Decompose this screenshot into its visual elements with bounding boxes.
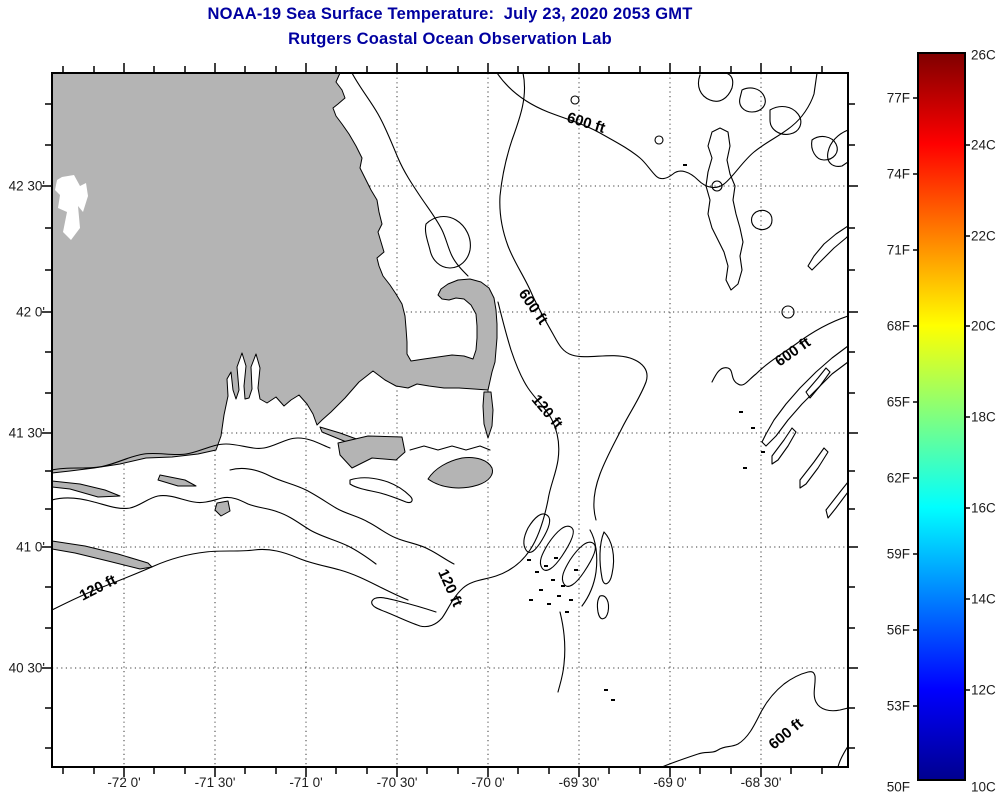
colorbar-celsius-label: 16C (971, 500, 996, 516)
colorbar-fahrenheit-label: 56F (886, 622, 910, 638)
island-long-island-north-fork (52, 480, 121, 498)
y-axis-label: 41 0' (16, 539, 45, 555)
colorbar-gradient (917, 52, 966, 781)
figure-title: NOAA-19 Sea Surface Temperature: July 23… (207, 5, 693, 23)
island-nantucket (427, 457, 493, 489)
land-masses (52, 73, 498, 570)
island-monomoy (482, 391, 494, 439)
x-axis-label: -70 0' (471, 775, 505, 790)
colorbar-celsius-label: 26C (971, 47, 996, 63)
island-marthas-vineyard (337, 435, 406, 469)
y-axis-label: 41 30' (8, 425, 45, 441)
x-axis-label: -71 30' (194, 775, 236, 790)
island-fishers (157, 474, 197, 487)
x-axis-label: -70 30' (376, 775, 418, 790)
colorbar-fahrenheit-label: 50F (886, 779, 910, 795)
colorbar-fahrenheit-label: 68F (886, 318, 910, 334)
colorbar-celsius-label: 12C (971, 682, 996, 698)
land-new-england-mainland (52, 73, 498, 474)
plot-box (51, 72, 849, 768)
x-axis-label: -71 0' (289, 775, 323, 790)
colorbar-fahrenheit-label: 65F (886, 394, 910, 410)
axis-ticks (42, 63, 858, 777)
colorbar-celsius-label: 10C (971, 779, 996, 795)
colorbar-fahrenheit-label: 62F (886, 470, 910, 486)
y-axis-label: 42 30' (8, 178, 45, 194)
x-axis-label: -69 30' (558, 775, 600, 790)
x-axis-label: -68 30' (740, 775, 782, 790)
island-block-island (214, 500, 231, 517)
colorbar-fahrenheit-label: 77F (886, 90, 910, 106)
bathymetry-contours (52, 73, 848, 767)
y-axis-label: 40 30' (8, 660, 45, 676)
colorbar-celsius-label: 24C (971, 137, 996, 153)
y-axis-label: 42 0' (16, 304, 45, 320)
colorbar-fahrenheit-label: 53F (886, 698, 910, 714)
inland-lake (55, 175, 88, 240)
colorbar-celsius-label: 14C (971, 591, 996, 607)
colorbar (913, 52, 970, 781)
x-axis-label: -72 0' (107, 775, 141, 790)
x-axis-label: -69 0' (653, 775, 687, 790)
figure-subtitle: Rutgers Coastal Ocean Observation Lab (288, 30, 612, 48)
island-long-island-south-fork (52, 540, 153, 570)
colorbar-celsius-label: 22C (971, 228, 996, 244)
colorbar-fahrenheit-label: 74F (886, 166, 910, 182)
colorbar-celsius-label: 20C (971, 318, 996, 334)
colorbar-ticks (913, 97, 970, 707)
colorbar-fahrenheit-label: 71F (886, 242, 910, 258)
colorbar-fahrenheit-label: 59F (886, 546, 910, 562)
colorbar-celsius-label: 18C (971, 409, 996, 425)
